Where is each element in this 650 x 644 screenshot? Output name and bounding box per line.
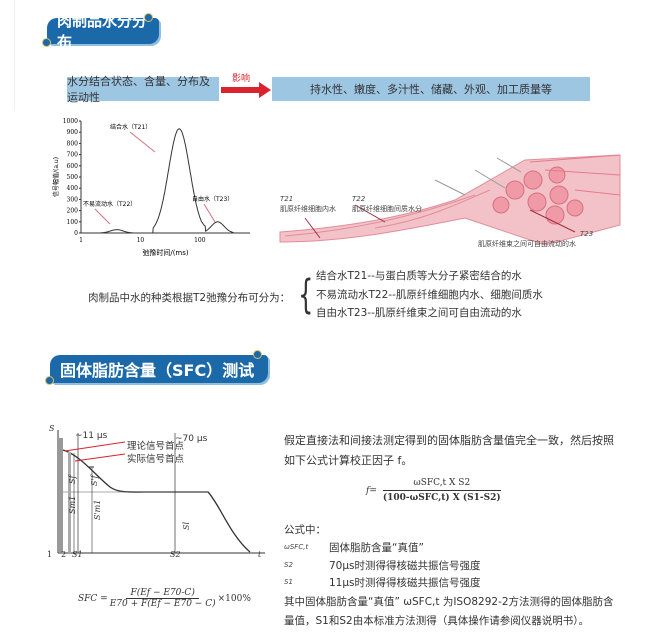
y-tick-label: 800 — [67, 140, 79, 147]
arrow-icon — [221, 82, 271, 98]
peak-label: 结合水（T21） — [110, 123, 151, 131]
formula-f: f= ωSFC,t X S2 (100-ωSFC,t) X (S1-S2) — [366, 478, 501, 503]
label-s2: S2 — [170, 550, 181, 559]
label-sf: Sf — [68, 475, 77, 484]
x-tick-label: 100 — [194, 237, 206, 244]
y-tick-label: 600 — [67, 163, 79, 170]
classification-item: 结合水T21--与蛋白质等大分子紧密结合的水 — [316, 270, 522, 282]
y-tick-label: 900 — [67, 129, 79, 136]
label-sm1: Sm1 — [68, 495, 77, 514]
y-tick-label: 0 — [74, 230, 78, 237]
banner-dot — [45, 376, 54, 385]
brace: { — [298, 272, 314, 318]
def-symbol: S1 — [284, 578, 293, 586]
effect-box: 持水性、嫩度、多汁性、储藏、外观、加工质量等 — [272, 77, 590, 101]
peak-label: 不易流动水（T22） — [83, 200, 136, 208]
def-desc: 11μs时测得得核磁共振信号强度 — [329, 577, 481, 589]
label-point-1: 1 — [47, 550, 53, 559]
y-tick-label: 700 — [67, 152, 79, 159]
peak-pointer — [203, 203, 216, 223]
def-symbol: S2 — [284, 561, 293, 569]
formula-f-denominator: (100-ωSFC,t) X (S1-S2) — [382, 493, 501, 503]
x-tick-label: 10 — [137, 237, 145, 244]
t11-label: ~11 μs — [75, 431, 108, 441]
fid-decay-diagram — [57, 430, 265, 554]
legend-actual: 实际信号首点 — [127, 454, 185, 465]
section-banner-sfc: 固体脂肪含量（SFC）测试 — [50, 355, 268, 383]
y-tick-label: 100 — [67, 219, 79, 226]
peak-pointer — [94, 208, 111, 225]
label-t23: 肌原纤维束之间可自由流动的水 — [478, 240, 576, 248]
t2-distribution-curve — [81, 128, 250, 234]
label-s1: S1 — [72, 550, 83, 559]
classification-item: 不易流动水T22--肌原纤维细胞内水、细胞间质水 — [316, 289, 543, 301]
t70-label: ~70 μs — [175, 434, 208, 444]
where-label: 公式中： — [284, 524, 326, 536]
label-s-prime-f: S'f — [90, 475, 99, 486]
fid-y-axis-label: S — [49, 424, 55, 433]
section-title: 肉制品水分分布 — [57, 12, 148, 51]
page-left-border — [14, 0, 15, 110]
sfc-lhs: SFC = — [78, 593, 108, 604]
formula-f-numerator: ωSFC,t X S2 — [382, 478, 501, 491]
y-tick-label: 200 — [67, 208, 79, 215]
y-tick-label: 300 — [67, 196, 79, 203]
section-banner-water-distribution: 肉制品水分分布 — [47, 12, 159, 51]
label-t21: 肌原纤维细胞内水 — [280, 205, 336, 213]
formula-f-lhs: f= — [366, 485, 377, 496]
paragraph-2b: 量值，S1和S2由本标准方法测得（具体操作请参阅仪器说明书）。 — [284, 615, 589, 627]
sfc-tail: ×100% — [217, 593, 251, 604]
y-tick-label: 500 — [67, 174, 79, 181]
def-desc: 固体脂肪含量“真值” — [329, 542, 424, 554]
peak-pointer — [129, 131, 156, 153]
paragraph-1b: 如下公式计算校正因子 f。 — [284, 454, 413, 467]
x-axis-label: 弛豫时间/(ms) — [142, 248, 189, 257]
y-axis-label: 信号幅值/(a.u) — [52, 157, 60, 197]
sfc-denominator: E70 + F(Ef − E70 − C) — [109, 599, 216, 609]
y-tick-label: 1000 — [63, 118, 78, 125]
influence-label: 影响 — [232, 74, 251, 84]
label-t22-sym: T22 — [352, 195, 366, 203]
sfc-formula: SFC = F(Ef − E70-C) E70 + F(Ef − E70 − C… — [78, 588, 251, 609]
banner-dot — [144, 13, 153, 22]
label-t22: 肌原纤维细胞间质水分 — [352, 205, 422, 213]
label-t23-sym: T23 — [580, 230, 594, 238]
label-s-prime-m1: S'm1 — [93, 499, 102, 520]
muscle-fiber-illustration — [279, 154, 621, 246]
label-point-2: 2 — [61, 550, 67, 559]
cause-box: 水分结合状态、含量、分布及运动性 — [67, 75, 219, 104]
paragraph-1: 假定直接法和间接法测定得到的固体脂肪含量值完全一致，然后按照 — [284, 434, 614, 447]
x-tick-label: 1 — [79, 237, 83, 244]
t2-relaxation-chart: 0 100 200 300 400 500 600 700 800 900 1000 1 10 100 弛豫… — [52, 118, 250, 257]
classification-intro: 肉制品中水的种类根据T2弛豫分布可分为： — [88, 292, 291, 304]
section-title: 固体脂肪含量（SFC）测试 — [60, 361, 255, 380]
def-symbol: ωSFC,t — [284, 543, 309, 551]
fid-x-axis-label: t — [258, 550, 262, 559]
label-sl: Sl — [182, 521, 191, 530]
label-t21-sym: T21 — [280, 195, 294, 203]
legend-theoretical: 理论信号首点 — [127, 441, 185, 452]
classification-item: 自由水T23--肌原纤维束之间可自由流动的水 — [316, 307, 522, 319]
y-tick-label: 400 — [67, 185, 79, 192]
banner-dot — [253, 350, 262, 359]
banner-dot — [42, 38, 51, 47]
def-desc: 70μs时测得得核磁共振信号强度 — [329, 560, 481, 572]
sfc-numerator: F(Ef − E70-C) — [126, 588, 199, 599]
paragraph-2: 其中固体脂肪含量“真值” ωSFC,t 为ISO8292-2方法测得的固体脂肪含 — [284, 596, 614, 608]
peak-label: 自由水（T23） — [192, 195, 233, 203]
